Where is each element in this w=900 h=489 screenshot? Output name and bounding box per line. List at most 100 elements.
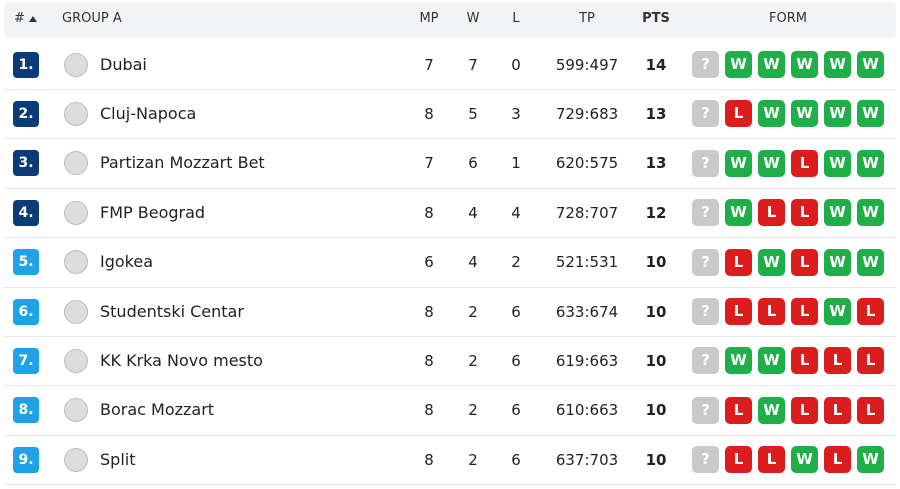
header-form: FORM bbox=[769, 11, 807, 26]
header-tp[interactable]: TP bbox=[579, 11, 595, 26]
form-result[interactable]: W bbox=[725, 199, 752, 227]
cell-mp: 8 bbox=[424, 104, 434, 123]
cell-mp: 8 bbox=[424, 401, 434, 420]
header-mp[interactable]: MP bbox=[419, 11, 439, 26]
form-result[interactable]: ? bbox=[692, 298, 719, 325]
form-result[interactable]: L bbox=[791, 199, 818, 227]
cell-tp: 599:497 bbox=[555, 55, 619, 74]
form-result[interactable]: W bbox=[758, 149, 785, 177]
form-result[interactable]: ? bbox=[692, 199, 719, 227]
cell-l: 6 bbox=[511, 450, 521, 469]
cell-w: 4 bbox=[468, 253, 478, 272]
form-result[interactable]: W bbox=[725, 347, 752, 375]
team-name[interactable]: FMP Beograd bbox=[100, 202, 206, 222]
cell-w: 2 bbox=[468, 401, 478, 420]
team-name[interactable]: KK Krka Novo mesto bbox=[100, 350, 263, 370]
table-row[interactable] bbox=[4, 188, 896, 239]
form-result[interactable]: W bbox=[791, 446, 818, 474]
cell-pts: 10 bbox=[645, 401, 667, 420]
form-result[interactable]: W bbox=[758, 51, 785, 78]
header-w[interactable]: W bbox=[466, 11, 480, 26]
team-logo bbox=[64, 52, 88, 77]
form-result[interactable]: W bbox=[857, 446, 884, 474]
cell-w: 2 bbox=[468, 450, 478, 469]
header-rank: # bbox=[14, 11, 25, 26]
form-result[interactable]: W bbox=[857, 149, 884, 177]
table-row[interactable] bbox=[4, 386, 896, 436]
form-result[interactable]: L bbox=[725, 298, 752, 325]
table-row[interactable] bbox=[4, 89, 896, 140]
form-result[interactable]: ? bbox=[692, 347, 719, 375]
team-name[interactable]: Partizan Mozzart Bet bbox=[100, 153, 265, 173]
form-result[interactable]: L bbox=[791, 347, 818, 375]
form-result[interactable]: W bbox=[824, 51, 851, 78]
header-l[interactable]: L bbox=[512, 11, 520, 26]
form-result[interactable]: L bbox=[725, 446, 752, 474]
table-row[interactable] bbox=[4, 238, 896, 288]
team-logo bbox=[64, 200, 88, 225]
form-result[interactable]: W bbox=[857, 51, 884, 78]
form-result[interactable]: W bbox=[857, 199, 884, 227]
form-result[interactable]: L bbox=[791, 396, 818, 424]
form-result[interactable]: ? bbox=[692, 100, 719, 128]
table-row[interactable] bbox=[4, 336, 896, 387]
form-result[interactable]: L bbox=[824, 446, 851, 474]
form-result[interactable]: L bbox=[857, 298, 884, 325]
table-row[interactable] bbox=[4, 139, 896, 189]
form-result[interactable]: ? bbox=[692, 446, 719, 474]
form-result[interactable]: L bbox=[791, 298, 818, 325]
form-result[interactable]: W bbox=[725, 51, 752, 78]
form-result[interactable]: L bbox=[857, 347, 884, 375]
form-result[interactable]: W bbox=[758, 100, 785, 128]
cell-pts: 12 bbox=[645, 203, 667, 222]
form-result[interactable]: L bbox=[824, 396, 851, 424]
form-result[interactable]: W bbox=[857, 100, 884, 128]
form-result[interactable]: L bbox=[725, 248, 752, 276]
form-result[interactable]: L bbox=[791, 248, 818, 276]
form-result[interactable]: ? bbox=[692, 396, 719, 424]
form-result[interactable]: W bbox=[758, 347, 785, 375]
form-result[interactable]: W bbox=[758, 248, 785, 276]
form-result[interactable]: W bbox=[857, 248, 884, 276]
form-result[interactable]: L bbox=[791, 149, 818, 177]
form-result[interactable]: L bbox=[857, 396, 884, 424]
table-row[interactable] bbox=[4, 287, 896, 337]
team-name[interactable]: Borac Mozzart bbox=[100, 400, 215, 420]
team-name[interactable]: Studentski Centar bbox=[100, 301, 244, 321]
form-result[interactable]: W bbox=[824, 199, 851, 227]
cell-l: 6 bbox=[511, 302, 521, 321]
form-result[interactable]: ? bbox=[692, 248, 719, 276]
rank-badge: 1. bbox=[13, 51, 39, 78]
form-result[interactable]: ? bbox=[692, 51, 719, 78]
form-result[interactable]: W bbox=[791, 51, 818, 78]
cell-tp: 610:663 bbox=[555, 401, 619, 420]
form-result[interactable]: W bbox=[824, 100, 851, 128]
cell-tp: 729:683 bbox=[555, 104, 619, 123]
form-result[interactable]: L bbox=[725, 100, 752, 128]
rank-badge: 9. bbox=[13, 446, 39, 473]
form-result[interactable]: W bbox=[824, 149, 851, 177]
form-result[interactable]: L bbox=[758, 298, 785, 325]
cell-w: 2 bbox=[468, 302, 478, 321]
form-result[interactable]: ? bbox=[692, 149, 719, 177]
form-result[interactable]: L bbox=[824, 347, 851, 375]
form-result[interactable]: W bbox=[824, 248, 851, 276]
form-result[interactable]: W bbox=[824, 298, 851, 325]
form-result[interactable]: L bbox=[758, 199, 785, 227]
cell-mp: 8 bbox=[424, 302, 434, 321]
table-row[interactable] bbox=[4, 40, 896, 90]
team-name[interactable]: Split bbox=[100, 449, 136, 469]
team-name[interactable]: Igokea bbox=[100, 252, 154, 272]
header-pts[interactable]: PTS bbox=[642, 11, 670, 26]
form-result[interactable]: W bbox=[758, 396, 785, 424]
team-name[interactable]: Cluj-Napoca bbox=[100, 103, 197, 123]
form-result[interactable]: W bbox=[725, 149, 752, 177]
rank-badge: 2. bbox=[13, 100, 39, 127]
team-name[interactable]: Dubai bbox=[100, 54, 147, 74]
form-result[interactable]: L bbox=[758, 446, 785, 474]
header-bar bbox=[4, 2, 896, 38]
form-result[interactable]: L bbox=[725, 396, 752, 424]
table-row[interactable] bbox=[4, 435, 896, 486]
form-result[interactable]: W bbox=[791, 100, 818, 128]
